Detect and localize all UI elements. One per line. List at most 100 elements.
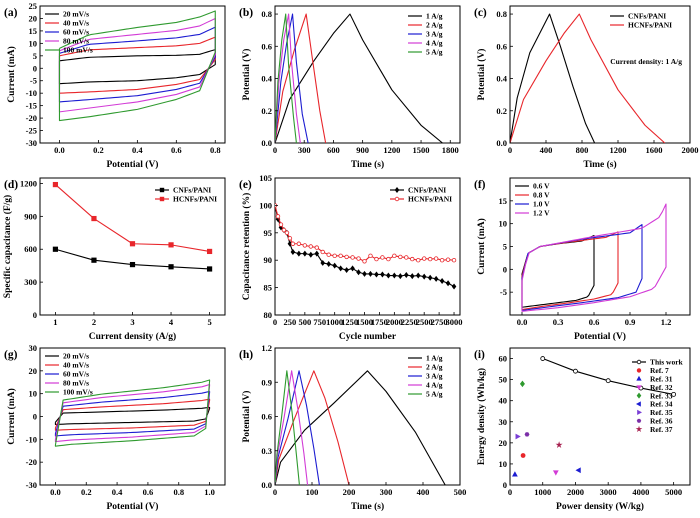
data-point — [398, 273, 403, 280]
x-tick-label: 0 — [508, 145, 512, 155]
data-point — [427, 256, 433, 262]
panel-b: 0 300 600 900 1200 1500 1800 0.0 0.2 0.4 0.6 0.8 Tim… — [239, 5, 461, 170]
annotation: Current density: 1 A/g — [610, 57, 682, 66]
series-line — [54, 379, 211, 447]
y-tick-label: 0.2 — [261, 106, 272, 116]
panel-label: (d) — [4, 179, 18, 191]
x-tick-label: 3 — [130, 317, 134, 327]
legend-item: 2 A/g — [408, 363, 443, 372]
x-axis-title: Potential (V) — [107, 501, 159, 512]
y-tick-label: -30 — [26, 138, 37, 148]
panel-label: (i) — [474, 349, 485, 361]
x-axis-title: Power density (W/kg) — [556, 501, 644, 512]
y-tick-label: 0 — [503, 480, 507, 490]
legend-label: 2 A/g — [426, 363, 443, 372]
x-tick-label: 0.4 — [112, 487, 123, 497]
legend-marker — [636, 375, 642, 381]
x-tick-label: 2750 — [431, 317, 448, 327]
y-tick-label: 0.0 — [261, 480, 272, 490]
y-tick-label: 0.4 — [261, 74, 272, 84]
legend-label: CNFs/PANI — [628, 12, 666, 21]
x-tick-label: 0 — [273, 487, 277, 497]
x-tick-label: 0.0 — [517, 317, 528, 327]
x-axis-title: Time (s) — [583, 159, 616, 170]
data-point — [281, 227, 287, 233]
plot-area — [275, 202, 457, 290]
data-point — [433, 256, 439, 261]
data-point — [320, 249, 325, 255]
data-point — [380, 271, 385, 278]
legend-item: 20 mV/s — [45, 352, 89, 361]
data-point — [552, 470, 559, 476]
series-line — [275, 13, 301, 143]
legend-label: Ref. 33 — [650, 391, 673, 400]
x-tick-label: 5000 — [665, 487, 682, 497]
legend-label: 80 mV/s — [63, 37, 89, 46]
data-point — [404, 255, 409, 260]
legend-label: Ref. 7 — [650, 366, 669, 375]
y-axis-title: Current (mA) — [6, 388, 17, 445]
x-tick-label: 750 — [313, 317, 326, 327]
y-tick-label: 0.0 — [261, 138, 272, 148]
data-point — [392, 272, 397, 279]
data-point — [605, 378, 611, 384]
legend: 1 A/g2 A/g3 A/g4 A/g5 A/g — [408, 354, 443, 399]
data-point — [524, 432, 530, 437]
data-point — [129, 241, 136, 247]
x-tick-label: 400 — [417, 487, 430, 497]
plot-frame — [39, 5, 226, 144]
y-axis-title: Current (mA) — [6, 46, 17, 103]
series-line — [275, 370, 300, 485]
legend-item: 80 mV/s — [45, 37, 89, 46]
x-axis-title: Time (s) — [351, 159, 384, 170]
y-tick-label: -5 — [500, 287, 507, 297]
x-tick-label: 500 — [298, 317, 311, 327]
panel-g: 0.0 0.2 0.4 0.6 0.8 1.0 -30 -20 -10 0 10 20 30 Potent… — [4, 343, 226, 512]
legend-item: CNFs/PANI — [155, 186, 211, 195]
series-line — [54, 390, 211, 437]
data-point — [326, 252, 331, 257]
data-point — [451, 283, 457, 290]
data-point — [320, 259, 326, 266]
data-point — [515, 433, 521, 440]
data-point — [278, 222, 284, 227]
data-point — [302, 250, 308, 257]
x-tick-label: 1000 — [534, 487, 551, 497]
panel-label: (f) — [474, 179, 486, 191]
y-tick-label: 0.8 — [496, 9, 507, 19]
x-tick-label: 1200 — [610, 145, 627, 155]
data-point — [409, 273, 415, 280]
legend-label: 60 mV/s — [63, 370, 89, 379]
series-line — [275, 13, 309, 143]
data-point — [403, 272, 409, 278]
legend-item: HCNFs/PANI — [155, 195, 217, 204]
data-point — [540, 356, 546, 361]
data-point — [350, 255, 355, 260]
legend-marker — [636, 418, 642, 423]
legend-item: HCNFs/PANI — [390, 195, 452, 204]
x-tick-label: 1 — [53, 317, 57, 327]
data-point — [168, 264, 174, 270]
series-line — [521, 231, 619, 311]
legend-item: CNFs/PANI — [390, 186, 446, 195]
y-axis-title: Specific capacitance (F/g) — [2, 195, 13, 298]
x-axis-title: Potential (V) — [574, 331, 626, 342]
data-point — [398, 254, 403, 260]
panel-label: (e) — [239, 179, 252, 191]
y-tick-label: 25 — [29, 1, 38, 11]
data-point — [52, 181, 59, 188]
data-point — [290, 248, 296, 255]
x-tick-label: 0.2 — [93, 145, 104, 155]
series-line — [58, 36, 216, 94]
series-line — [510, 13, 596, 143]
data-point — [575, 467, 581, 474]
legend-label: 5 A/g — [426, 390, 443, 399]
x-tick-label: 1.2 — [661, 317, 672, 327]
y-tick-label: 0.4 — [496, 74, 507, 84]
data-point — [302, 243, 308, 248]
legend-item: 4 A/g — [408, 381, 443, 390]
data-point — [91, 257, 97, 263]
y-tick-label: 0 — [503, 264, 507, 274]
